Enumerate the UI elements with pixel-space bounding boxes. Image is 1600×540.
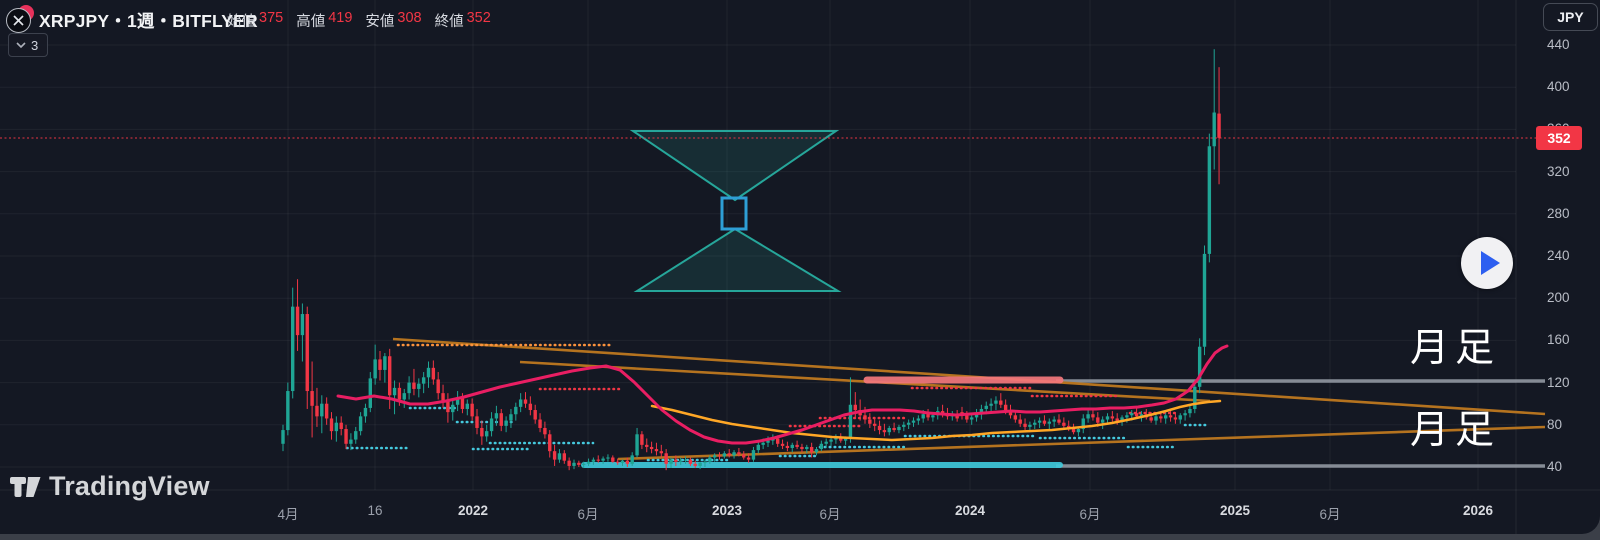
price-tick-label: 400 [1547, 79, 1570, 95]
symbol-logo-icon[interactable] [6, 5, 36, 33]
tradingview-logo-icon [10, 476, 41, 497]
close-label: 終値 [434, 14, 464, 30]
symbol-title[interactable]: XRPJPY・1週・BITFLYER [39, 11, 258, 31]
ohlc-values: 始値 375 高値 419 安値 308 終値 352 [227, 10, 504, 31]
tradingview-wordmark: TradingView [49, 471, 210, 501]
price-tick-label: 240 [1547, 248, 1570, 263]
time-tick-label: 2024 [954, 503, 986, 518]
price-tick-label: 320 [1547, 163, 1570, 179]
time-tick-label: 2026 [1462, 503, 1494, 518]
indicators-toggle[interactable]: 3 [8, 33, 49, 57]
time-tick-label: 16 [367, 503, 383, 518]
price-tick-label: 200 [1547, 290, 1570, 306]
window-edge [0, 534, 1600, 540]
low-value: 308 [397, 10, 422, 26]
currency-unit-button[interactable]: JPY [1543, 3, 1598, 31]
time-tick-label: 6月 [577, 507, 599, 522]
last-price-badge: 352 [1536, 126, 1582, 150]
low-label: 安値 [365, 14, 395, 30]
high-value: 419 [328, 10, 353, 26]
close-value: 352 [466, 10, 491, 26]
tradingview-watermark[interactable]: TradingView [10, 471, 210, 502]
symbol-header: XRPJPY・1週・BITFLYER 始値 375 高値 419 安値 308 終値 3… [0, 0, 900, 33]
time-tick-label: 6月 [1079, 507, 1101, 522]
play-icon [1480, 251, 1500, 275]
high-label: 高値 [296, 14, 326, 30]
price-tick-label: 280 [1547, 205, 1570, 221]
time-tick-label: 6月 [819, 507, 841, 522]
indicator-count: 3 [31, 37, 39, 53]
play-button[interactable] [1461, 237, 1513, 289]
price-tick-label: 120 [1547, 374, 1570, 390]
time-tick-label: 4月 [277, 507, 299, 522]
price-tick-label: 160 [1547, 332, 1570, 348]
open-label: 始値 [227, 14, 256, 30]
time-tick-label: 2022 [457, 503, 489, 518]
time-tick-label: 2025 [1219, 503, 1251, 518]
time-tick-label: 2023 [711, 503, 743, 518]
price-tick-label: 40 [1547, 459, 1563, 474]
price-tick-label: 440 [1547, 37, 1570, 52]
time-tick-label: 6月 [1319, 507, 1341, 522]
monthly-annotation-2[interactable]: 月足 [1410, 409, 1501, 452]
open-value: 375 [259, 10, 284, 26]
price-tick-label: 80 [1547, 416, 1563, 432]
monthly-annotation-1[interactable]: 月足 [1410, 327, 1501, 370]
xrp-logo-icon [6, 8, 31, 33]
chevron-down-icon [16, 42, 26, 49]
